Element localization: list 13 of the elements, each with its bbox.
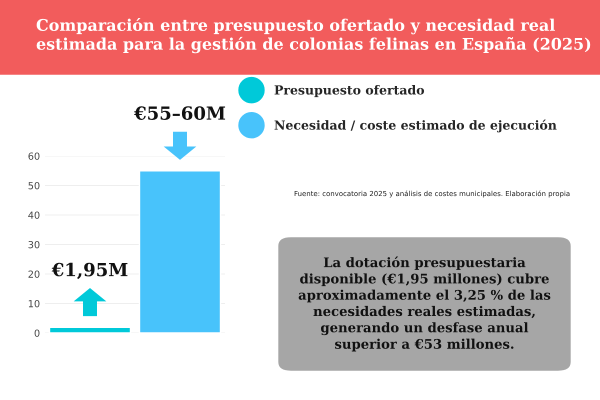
text: La dotación presupuestaria disponible (€1,95 millones) cubre aproximadamente el 3,25 % de las necesidades reales estimadas, generando un desfase anual superior a €53 millones. (298, 256, 550, 352)
y-tick-label: 20 (28, 270, 40, 278)
y-tick-label: 10 (28, 300, 40, 308)
y-tick-label: 30 (28, 240, 40, 248)
y-tick-label: 40 (28, 211, 40, 219)
y-tick-label: 60 (28, 152, 40, 160)
legend-label: Presupuesto ofertado (274, 85, 424, 98)
data-label: €1,95M (52, 262, 128, 280)
legend-label: Necesidad / coste estimado de ejecución (274, 120, 557, 132)
data-label: €55–60M (134, 106, 226, 120)
y-tick-label: 50 (28, 182, 40, 190)
text: Comparación entre presupuesto ofertado y necesidad real estimada para la gestión de colonias felinas en España (2025) (36, 18, 590, 54)
y-tick-label: 0 (34, 329, 40, 337)
